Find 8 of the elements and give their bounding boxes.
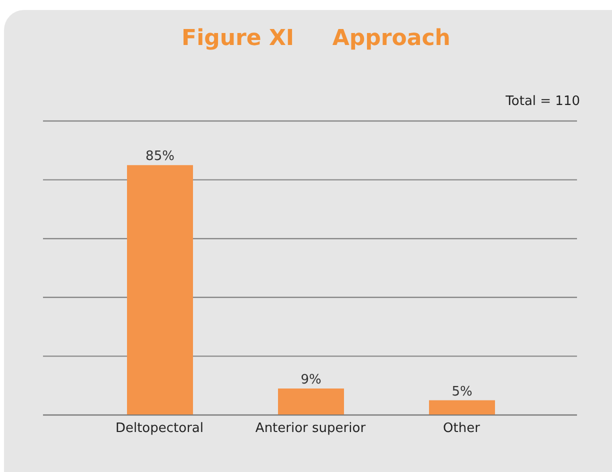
- text: Total = 110: [506, 94, 580, 109]
- chart-title: Figure XI Approach: [180, 26, 452, 51]
- x-tick-label: Anterior superior: [255, 421, 366, 436]
- data-label: 9%: [300, 372, 322, 388]
- data-label: 85%: [146, 149, 174, 164]
- data-label: 5%: [452, 384, 472, 400]
- x-tick-label: Other: [443, 421, 481, 436]
- x-tick-label: Deltopectoral: [115, 421, 204, 436]
